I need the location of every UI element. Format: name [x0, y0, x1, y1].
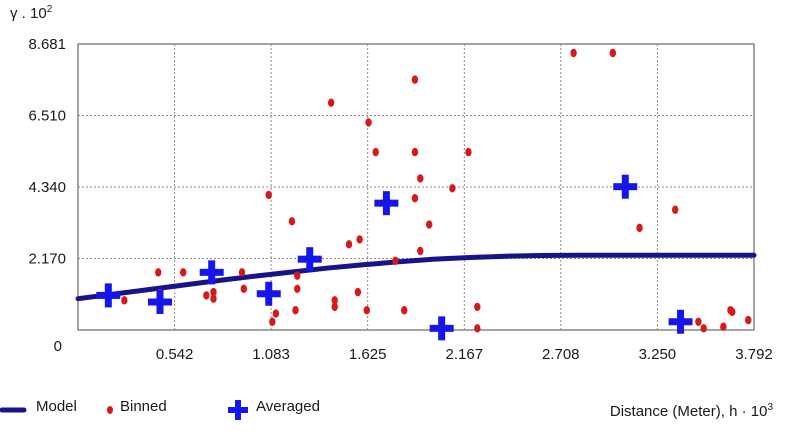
- binned-point: [292, 306, 299, 315]
- averaged-cross: [374, 191, 399, 216]
- binned-point: [465, 147, 472, 157]
- x-axis-label: Distance (Meter), h · 103: [610, 402, 773, 420]
- x-tick-label: 0.542: [156, 346, 194, 363]
- x-tick-labels: 0.542 1.083 1.625 2.167 2.708 3.250 3.792: [156, 346, 773, 363]
- legend-averaged-label: Averaged: [256, 398, 320, 415]
- averaged-cross: [199, 260, 224, 285]
- x-tick-label: 3.792: [735, 346, 773, 363]
- binned-point: [609, 48, 617, 58]
- binned-point: [179, 268, 187, 277]
- y-tick-label: 0: [54, 338, 62, 355]
- y-axis-label: γ . 102: [10, 4, 52, 22]
- binned-point: [331, 302, 338, 312]
- binned-point: [121, 296, 128, 305]
- binned-point: [700, 324, 707, 333]
- averaged-cross: [668, 309, 693, 334]
- legend-binned-label: Binned: [120, 398, 167, 415]
- binned-point: [411, 75, 419, 84]
- y-tick-label: 8.681: [28, 36, 66, 53]
- binned-point: [345, 240, 353, 249]
- model-line: [75, 252, 757, 302]
- averaged-cross: [256, 281, 281, 306]
- y-axis-label-text: γ . 10: [10, 5, 47, 22]
- binned-point: [269, 317, 276, 326]
- y-tick-labels: 0 2.170 4.340 6.510 8.681: [28, 36, 66, 355]
- x-tick-label: 3.250: [639, 346, 677, 363]
- binned-point: [411, 147, 419, 157]
- x-tick-label: 1.083: [252, 346, 290, 363]
- binned-point: [155, 268, 162, 277]
- x-tick-label: 1.625: [349, 346, 387, 363]
- y-tick-label: 6.510: [28, 108, 66, 125]
- binned-point: [210, 294, 217, 303]
- binned-point: [401, 306, 408, 315]
- binned-point: [417, 174, 424, 183]
- binned-point: [392, 256, 399, 266]
- binned-point: [294, 271, 301, 280]
- averaged-cross: [613, 174, 638, 199]
- x-tick-label: 2.708: [542, 346, 580, 363]
- binned-point: [240, 284, 247, 294]
- y-tick-label: 4.340: [28, 179, 66, 196]
- binned-point: [672, 205, 679, 214]
- binned-point: [449, 184, 456, 193]
- y-tick-label: 2.170: [28, 251, 66, 268]
- averaged-series: [96, 174, 693, 341]
- legend-binned-swatch: [107, 406, 113, 414]
- x-axis-label-text: Distance (Meter), h · 10: [609, 403, 768, 420]
- binned-point: [288, 217, 296, 226]
- binned-point: [372, 147, 379, 157]
- binned-point: [327, 98, 335, 107]
- model-series: [75, 252, 757, 302]
- binned-point: [417, 246, 424, 256]
- binned-point: [203, 291, 210, 300]
- binned-point: [474, 324, 481, 333]
- binned-point: [411, 194, 419, 203]
- legend-binned: Binned: [114, 398, 167, 415]
- averaged-cross: [96, 283, 121, 308]
- averaged-cross: [148, 289, 173, 314]
- binned-point: [356, 235, 363, 244]
- binned-point: [331, 296, 338, 305]
- binned-point: [294, 284, 301, 294]
- binned-point: [720, 322, 727, 331]
- binned-point: [365, 118, 372, 127]
- x-axis-label-exponent: 3: [767, 402, 773, 413]
- binned-point: [210, 287, 217, 297]
- averaged-cross: [429, 316, 454, 341]
- y-axis-label-exponent: 2: [46, 4, 53, 15]
- binned-point: [265, 190, 272, 200]
- binned-point: [636, 223, 643, 233]
- binned-point: [570, 48, 577, 58]
- binned-point: [729, 307, 736, 317]
- binned-point: [474, 302, 481, 312]
- legend-averaged-swatch: [228, 400, 248, 420]
- binned-point: [363, 306, 370, 315]
- legend-model-label: Model: [36, 398, 77, 415]
- averaged-cross: [297, 247, 322, 272]
- x-tick-label: 2.167: [446, 346, 484, 363]
- binned-point: [425, 220, 433, 229]
- legend-averaged: Averaged: [250, 398, 320, 415]
- binned-point: [695, 317, 702, 326]
- binned-point: [272, 309, 280, 318]
- binned-point: [238, 268, 246, 277]
- binned-point: [745, 315, 752, 325]
- binned-point: [354, 287, 362, 297]
- legend-model: Model: [30, 398, 77, 415]
